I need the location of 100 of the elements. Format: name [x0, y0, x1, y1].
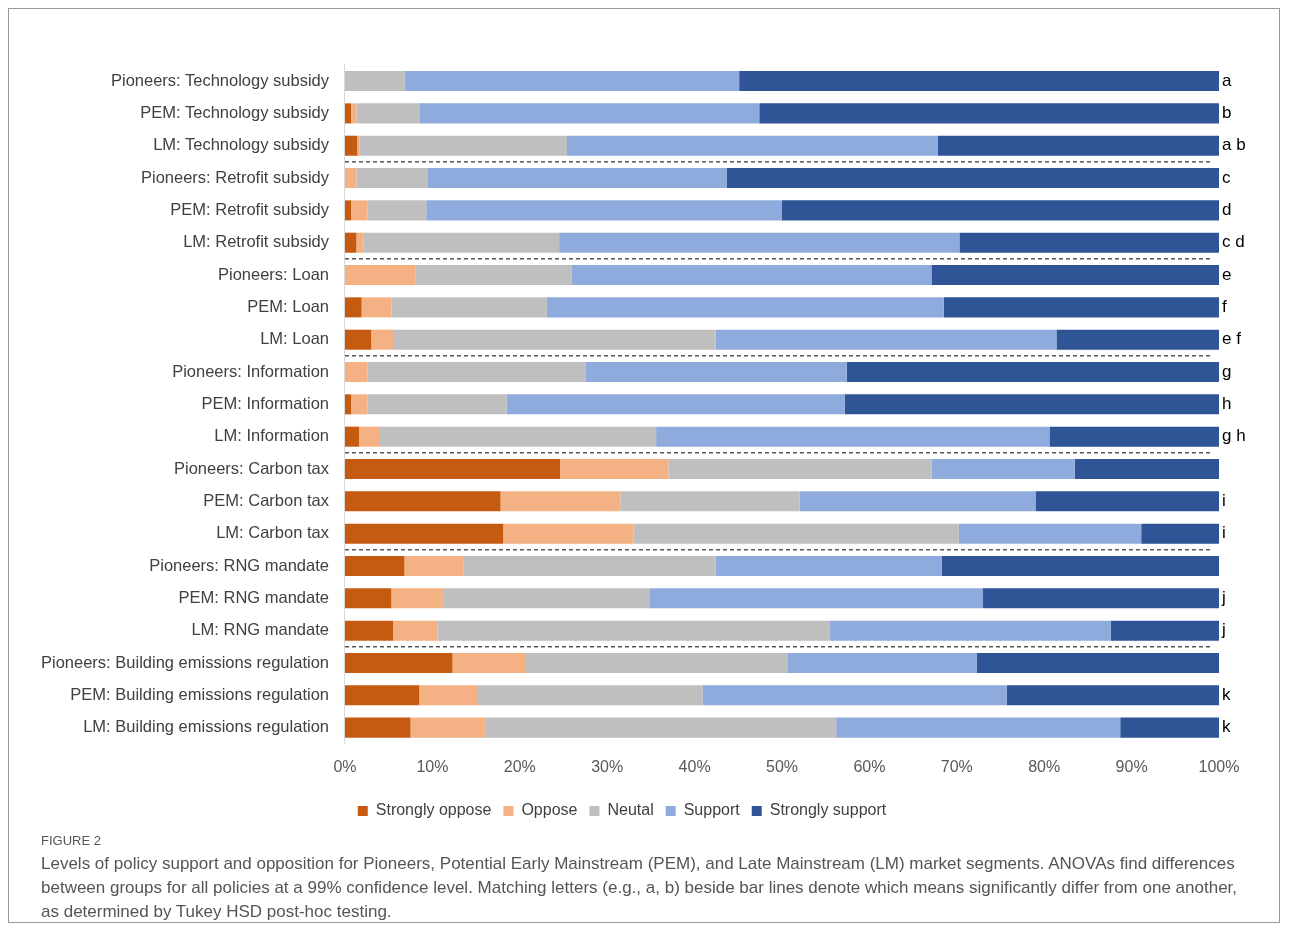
bar	[367, 200, 427, 221]
bar	[830, 620, 1111, 641]
bar	[344, 491, 501, 512]
bar	[428, 168, 727, 189]
y-tick-label: Pioneers: Loan	[217, 264, 329, 283]
bar	[931, 458, 1075, 480]
bar	[668, 458, 932, 480]
y-tick-label: Pioneers: Carbon tax	[173, 458, 330, 477]
x-tick-label: 100%	[1198, 757, 1240, 775]
bar	[344, 588, 392, 609]
data-label: a	[1222, 70, 1232, 90]
x-tick-label: 80%	[1028, 757, 1061, 775]
bar	[344, 555, 405, 577]
bar	[836, 717, 1121, 738]
legend-label: Strongly support	[769, 801, 887, 819]
bar	[351, 103, 357, 124]
data-label: g	[1222, 361, 1232, 381]
bar	[437, 620, 831, 641]
data-label: f	[1222, 297, 1227, 317]
y-tick-label: PEM: Carbon tax	[203, 490, 330, 509]
bar	[404, 71, 740, 92]
bar	[500, 491, 621, 512]
bar	[787, 652, 977, 673]
bar	[559, 232, 960, 253]
bar	[937, 135, 1219, 156]
bar	[476, 685, 703, 706]
bar	[356, 232, 364, 253]
bar	[560, 458, 669, 480]
data-label: e f	[1222, 329, 1242, 349]
bar	[739, 71, 1219, 92]
bar	[426, 200, 782, 221]
bar	[344, 232, 357, 253]
bar	[958, 523, 1142, 544]
y-tick-label: LM: Information	[214, 426, 329, 445]
bar	[566, 135, 938, 156]
bar	[358, 426, 380, 447]
bar	[363, 232, 560, 253]
data-label: k	[1222, 684, 1231, 704]
data-label: b	[1222, 103, 1232, 123]
bar	[983, 588, 1219, 609]
bar	[357, 135, 360, 156]
legend-label: Neutal	[607, 801, 654, 819]
bar	[367, 362, 586, 383]
x-tick-label: 50%	[765, 757, 799, 775]
bar	[344, 458, 560, 480]
bar	[393, 329, 716, 350]
y-tick-label: LM: Carbon tax	[216, 523, 330, 542]
bar	[1035, 491, 1219, 512]
bar	[1006, 685, 1219, 706]
bar	[452, 652, 526, 673]
bar	[361, 297, 392, 318]
legend-label: Oppose	[521, 801, 578, 819]
bar	[941, 555, 1219, 577]
bar	[344, 200, 352, 221]
data-label: j	[1221, 588, 1226, 608]
bar	[846, 362, 1219, 383]
bar	[1120, 717, 1219, 738]
bar	[344, 620, 394, 641]
data-label: j	[1221, 620, 1226, 640]
bar	[571, 265, 932, 286]
y-tick-label: PEM: Loan	[247, 296, 329, 315]
data-label: h	[1222, 394, 1232, 414]
y-tick-label: PEM: Technology subsidy	[140, 102, 330, 121]
y-tick-label: PEM: Retrofit subsidy	[170, 199, 330, 218]
bar	[525, 652, 788, 673]
y-tick-label: LM: Retrofit subsidy	[183, 232, 330, 251]
y-tick-label: Pioneers: Retrofit subsidy	[140, 167, 330, 186]
y-tick-label: Pioneers: RNG mandate	[149, 555, 329, 574]
bar	[391, 297, 547, 318]
bar	[585, 362, 847, 383]
bar	[1074, 458, 1219, 480]
bar	[344, 329, 372, 350]
bar	[1049, 426, 1219, 447]
data-label: c	[1222, 167, 1231, 187]
data-label: g h	[1222, 426, 1246, 446]
bar	[759, 103, 1219, 124]
bar	[356, 168, 429, 189]
bar	[404, 555, 464, 577]
legend-label: Support	[683, 801, 741, 819]
y-tick-label: PEM: Building emissions regulation	[70, 684, 329, 703]
x-tick-label: 40%	[678, 757, 711, 775]
data-label: e	[1222, 264, 1232, 284]
y-tick-label: Pioneers: Building emissions regulation	[40, 652, 329, 671]
y-tick-label: LM: Technology subsidy	[153, 135, 330, 154]
data-label: c d	[1222, 232, 1245, 252]
bar	[415, 265, 572, 286]
bar	[367, 394, 507, 415]
bar	[943, 297, 1219, 318]
bar	[379, 426, 657, 447]
bar	[351, 394, 368, 415]
data-label: i	[1222, 491, 1226, 511]
bar	[782, 200, 1219, 221]
bar	[371, 329, 394, 350]
bar	[799, 491, 1036, 512]
bar	[1056, 329, 1219, 350]
bar	[656, 426, 1050, 447]
bar	[503, 523, 634, 544]
bar	[442, 588, 651, 609]
bar	[410, 717, 485, 738]
data-label: k	[1222, 717, 1231, 737]
